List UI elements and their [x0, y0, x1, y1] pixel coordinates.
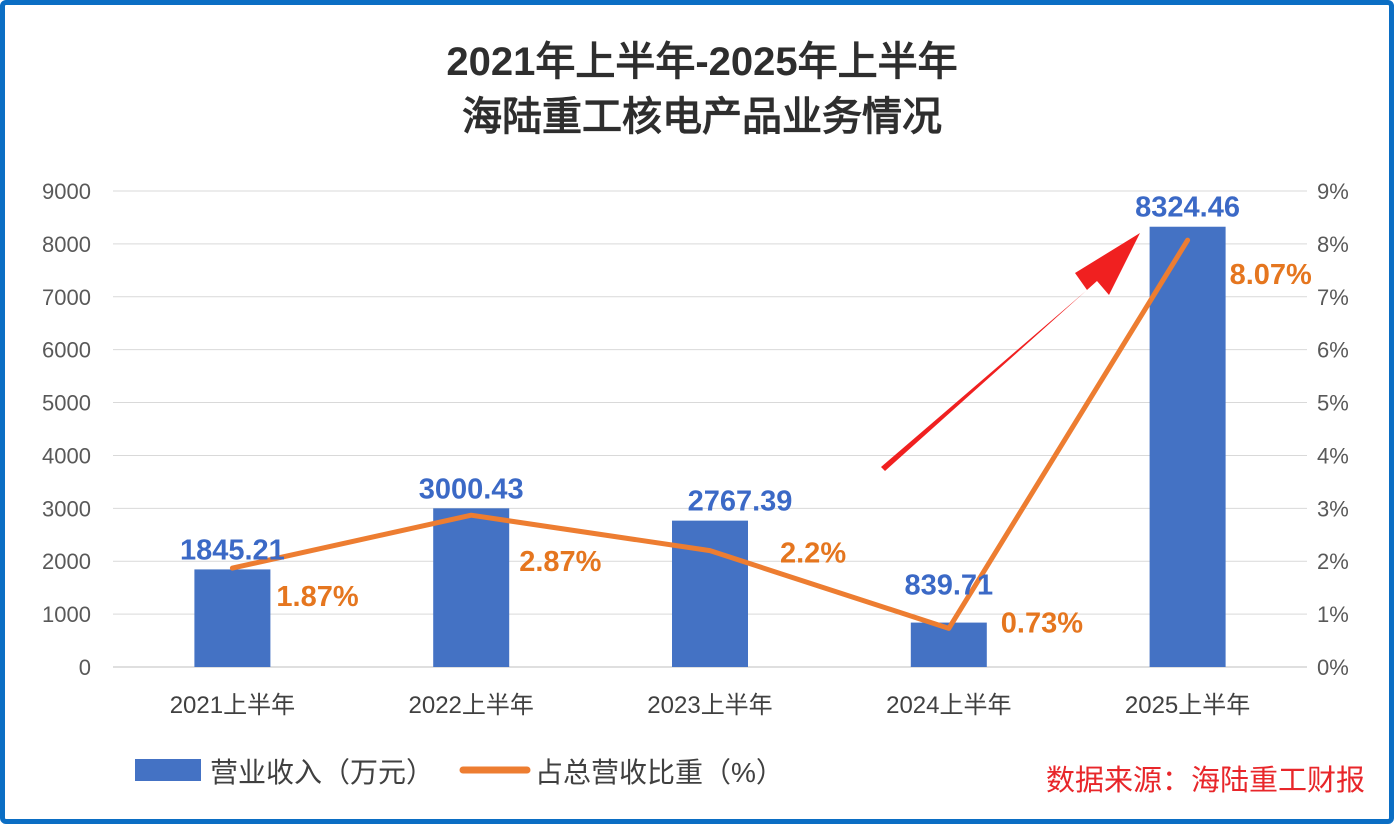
bar-value-label: 3000.43	[419, 473, 524, 505]
bar	[194, 569, 271, 667]
left-tick-label: 2000	[42, 549, 91, 574]
chart-title-line2: 海陆重工核电产品业务情况	[462, 95, 942, 139]
line-value-label: 0.73%	[1001, 607, 1083, 639]
left-tick-label: 0	[79, 655, 91, 680]
right-tick-label: 4%	[1317, 443, 1349, 468]
bar	[672, 520, 748, 667]
left-tick-label: 4000	[42, 443, 91, 468]
left-tick-label: 7000	[42, 285, 91, 310]
left-tick-label: 5000	[42, 391, 91, 416]
category-label: 2022上半年	[409, 692, 534, 719]
right-tick-label: 1%	[1317, 602, 1349, 627]
category-label: 2023上半年	[647, 692, 772, 719]
legend-bar-swatch	[135, 759, 201, 781]
line-value-label: 1.87%	[276, 581, 358, 613]
category-label: 2024上半年	[886, 692, 1011, 719]
right-tick-label: 0%	[1317, 655, 1349, 680]
right-tick-label: 6%	[1317, 338, 1349, 363]
category-label: 2021上半年	[170, 692, 295, 719]
line-value-label: 8.07%	[1230, 259, 1312, 291]
percent-line	[229, 237, 1191, 631]
bar-value-label: 1845.21	[180, 534, 285, 566]
left-tick-label: 9000	[42, 179, 91, 204]
left-tick-label: 8000	[42, 232, 91, 257]
bar-value-label: 2767.39	[688, 486, 793, 518]
right-tick-label: 3%	[1317, 496, 1349, 521]
legend-bar-label: 营业收入（万元）	[210, 757, 434, 788]
bar	[433, 508, 510, 667]
bar-value-label: 8324.46	[1135, 192, 1240, 224]
right-tick-label: 7%	[1317, 285, 1349, 310]
left-tick-label: 1000	[42, 602, 91, 627]
bar-value-label: 839.71	[904, 570, 993, 602]
legend-line-label: 占总营收比重（%）	[535, 757, 784, 788]
source-note: 数据来源：海陆重工财报	[1046, 764, 1365, 797]
chart: 2021年上半年-2025年上半年 海陆重工核电产品业务情况 0 0% 1000 1%…	[42, 40, 1365, 797]
left-tick-label: 3000	[42, 496, 91, 521]
chart-title-line1: 2021年上半年-2025年上半年	[446, 40, 957, 84]
right-tick-label: 5%	[1317, 391, 1349, 416]
line-value-label: 2.87%	[519, 546, 601, 578]
bar	[1149, 226, 1226, 667]
arrow-icon	[881, 233, 1140, 471]
right-tick-label: 9%	[1317, 179, 1349, 204]
right-tick-label: 2%	[1317, 549, 1349, 574]
red-arrow-annotation	[881, 233, 1140, 471]
category-label: 2025上半年	[1125, 692, 1250, 719]
line-value-label: 2.2%	[780, 538, 846, 570]
right-tick-label: 8%	[1317, 232, 1349, 257]
left-tick-label: 6000	[42, 338, 91, 363]
